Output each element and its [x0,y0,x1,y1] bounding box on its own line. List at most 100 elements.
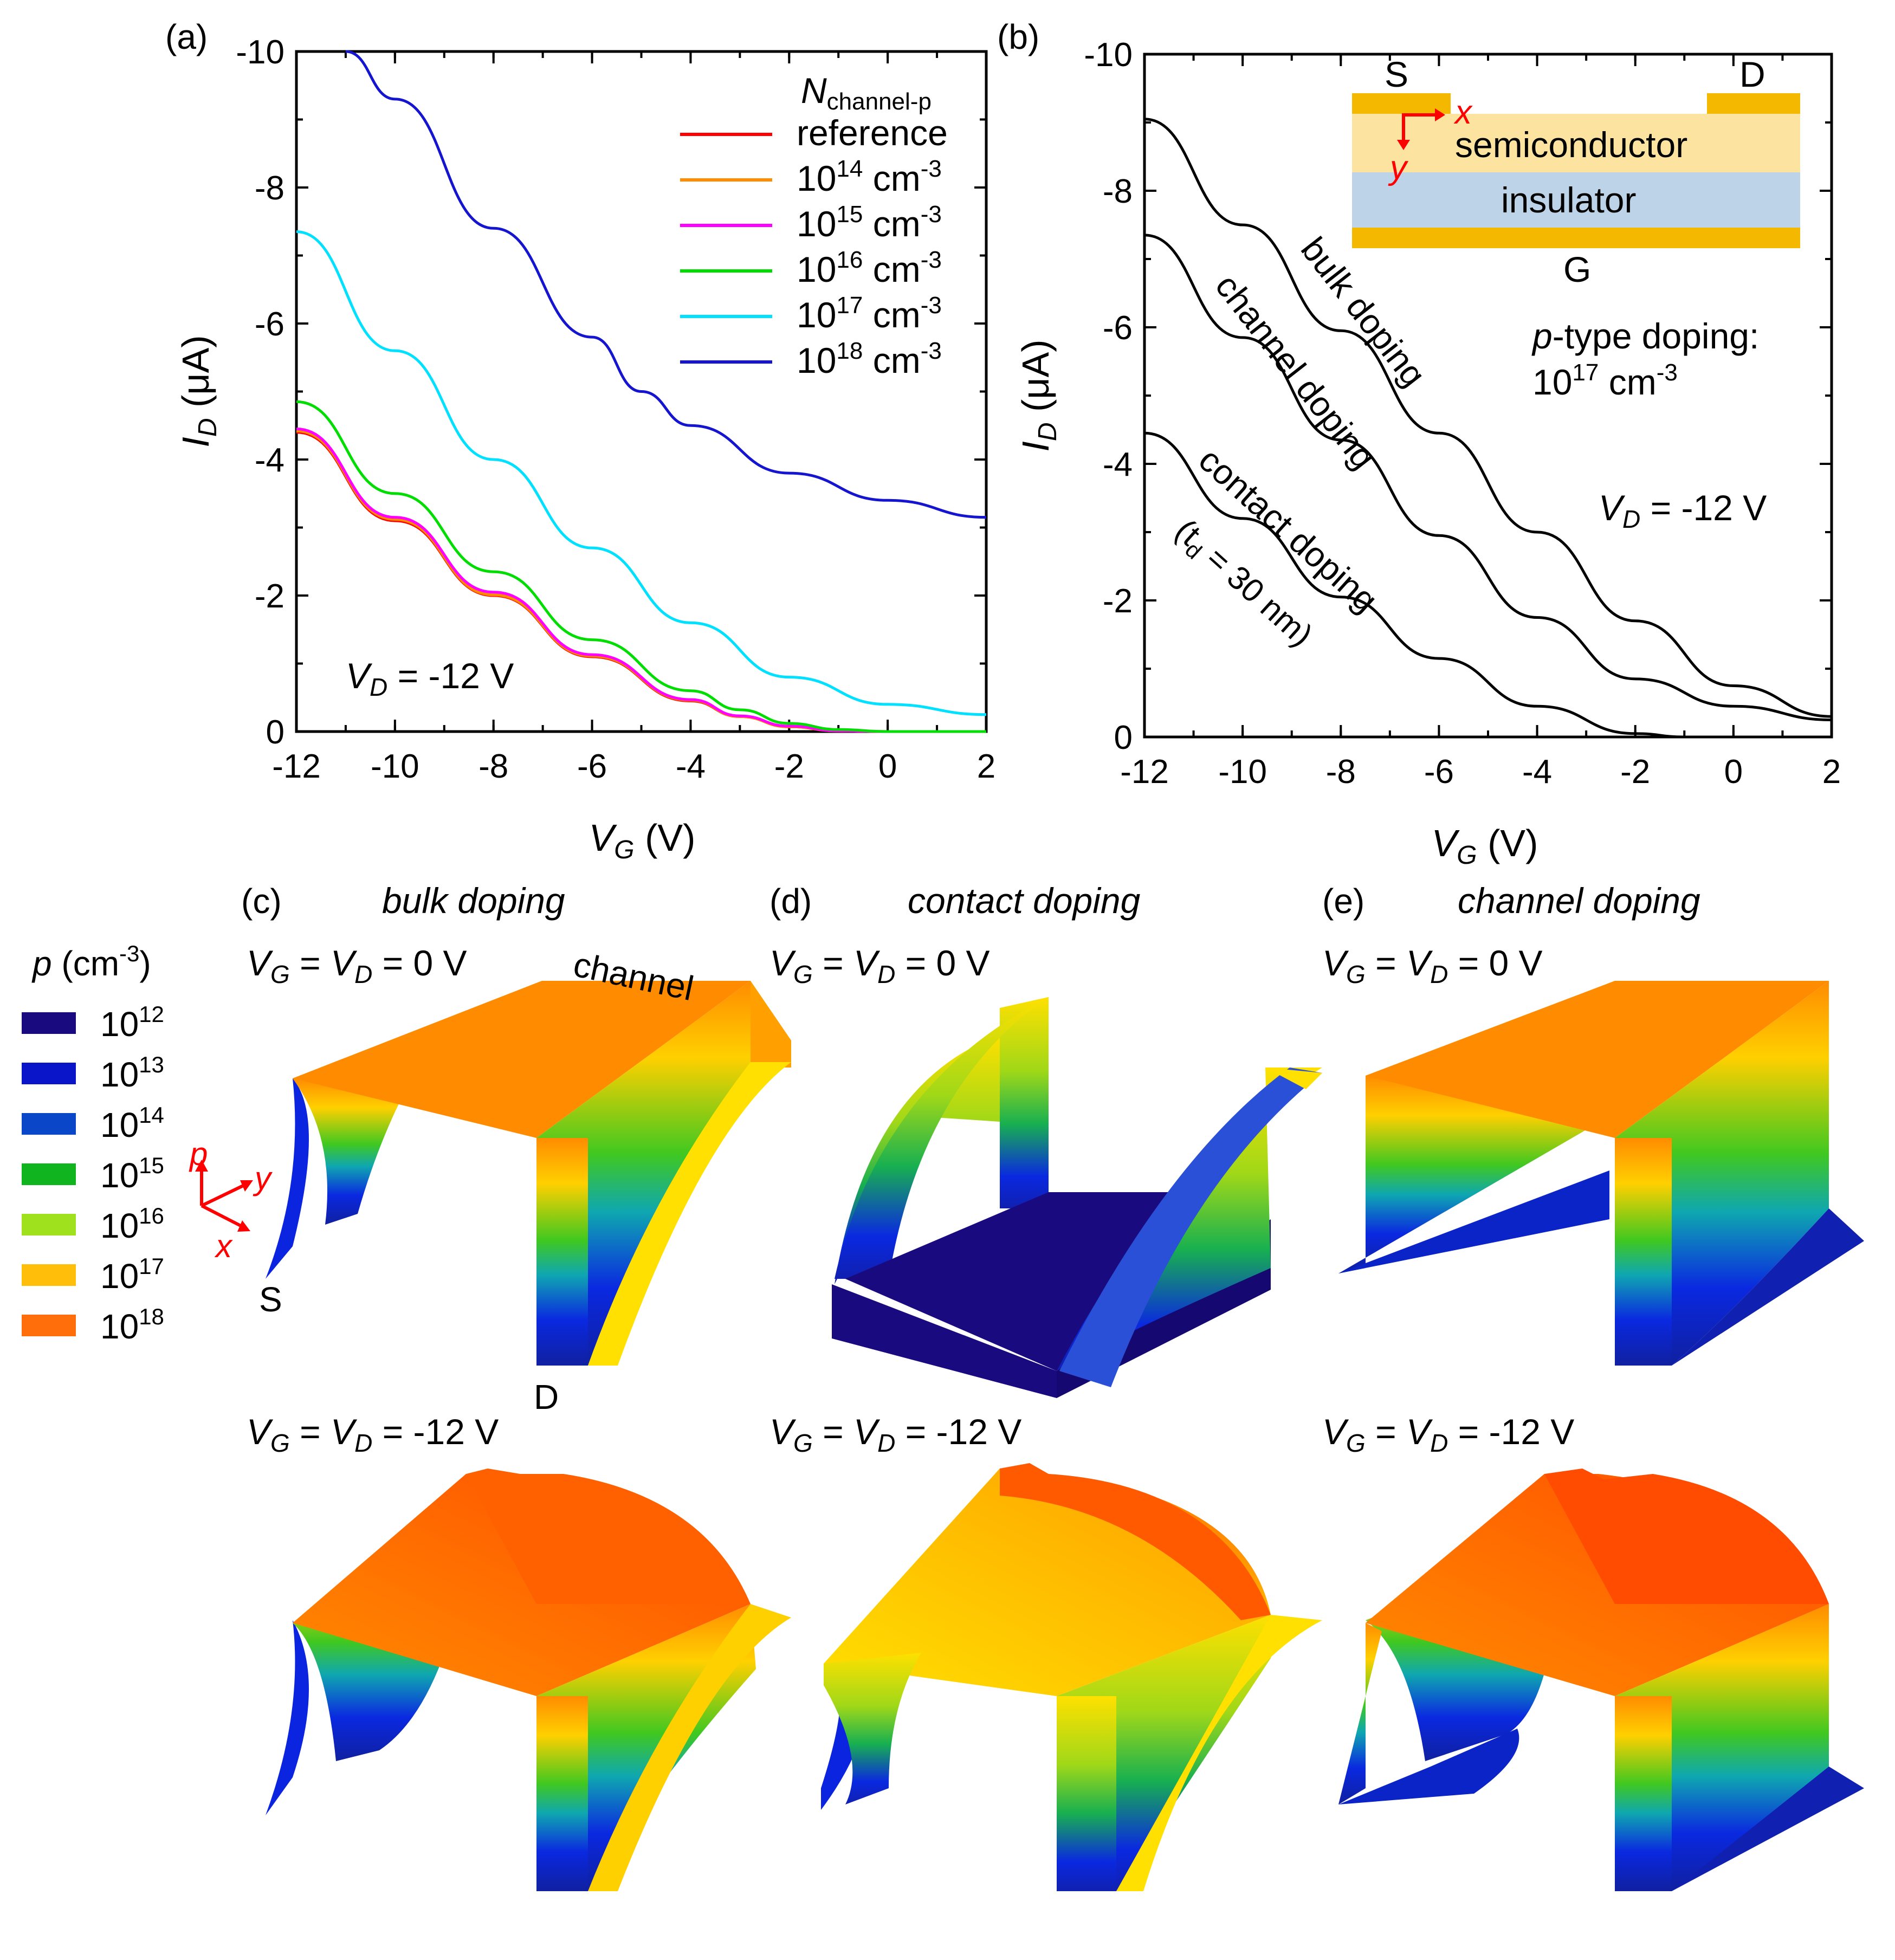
panel-b-series [1144,118,1832,739]
surface-d-top [832,997,1322,1398]
colorbar-label-5: 1017 [100,1253,164,1296]
surface-d-bottom [821,1463,1322,1891]
colorbar-swatch-0 [22,1012,76,1034]
panel-a-xlabel: VG (V) [589,817,696,864]
panel-d-label: (d) [769,882,812,921]
series-line-5 [345,50,987,519]
x-tick-label: -10 [1218,753,1267,791]
inset-drain-label: D [1739,54,1765,94]
colorbar-swatch-5 [22,1264,76,1286]
panel-c-title: bulk doping [382,881,565,921]
colorbar-label-4: 1016 [100,1203,164,1245]
condition-labels: VG = VD = 0 V VG = VD = 0 V VG = VD = 0 … [247,943,1574,1457]
inset-gate-label: G [1563,249,1591,289]
xyz-axes-glyph: p y x [189,1136,273,1264]
x-tick-label: -10 [371,748,419,785]
source-label: S [259,1280,282,1319]
legend-label-1: 1014 cm-3 [797,156,942,198]
panel-b-vd-annotation: VD = -12 V [1599,488,1767,533]
cond-bottom-d: VG = VD = -12 V [769,1412,1021,1457]
cond-bottom-c: VG = VD = -12 V [247,1412,499,1457]
panel-b-ylabel: ID (μA) [1014,339,1062,451]
cond-top-e: VG = VD = 0 V [1322,943,1543,988]
panel-d-title: contact doping [908,881,1141,921]
colorbar-swatch-3 [22,1163,76,1185]
inset-x-label: x [1453,94,1473,131]
panel-a-chart: (a) -12 -10 -8 -6 -4 -2 0 2 0 -2 -4 -6 -8 -10 ID (μA)… [165,17,995,864]
x-tick-label: -4 [1522,753,1552,791]
x-tick-label: 2 [977,748,995,785]
x-tick-label: -8 [478,748,508,785]
x-tick-label: -2 [774,748,804,785]
inset-source-label: S [1385,54,1408,94]
x-tick-label: 0 [878,748,897,785]
y-tick-label: -8 [255,170,284,207]
panel-a-legend-title: Nchannel-p [801,70,932,115]
panel-b-ticks: -12 -10 -8 -6 -4 -2 0 2 0 -2 -4 -6 -8 -10 [1084,36,1841,791]
x-tick-label: -8 [1326,753,1356,791]
surface-e-top [1338,981,1864,1366]
y-tick-label: -6 [255,306,284,343]
colorbar-title: p (cm-3) [31,941,151,983]
y-tick-label: -10 [236,34,284,71]
semiconductor-layer [1352,114,1800,172]
legend-label-5: 1018 cm-3 [797,338,942,380]
inset-y-label: y [1388,149,1409,186]
surface-c-bottom [266,1469,791,1891]
colorbar-entries: 1012 1013 1014 1015 1016 1017 1018 [22,1001,164,1346]
panel-c-label: (c) [241,882,282,921]
x-tick-label: 2 [1822,753,1841,791]
panel-b-chart: (b) -12 -10 -8 -6 -4 -2 0 2 0 -2 -4 -6 -8 -10 ID (μA)… [997,17,1841,870]
colorbar-swatch-4 [22,1214,76,1235]
inset-semiconductor-label: semiconductor [1455,125,1687,165]
colorbar-swatch-2 [22,1113,76,1135]
x-tick-label: 0 [1724,753,1743,791]
series-line-1 [1144,234,1832,721]
panel-b-xlabel: VG (V) [1432,822,1538,870]
colorbar-swatch-1 [22,1063,76,1084]
legend-label-4: 1017 cm-3 [797,292,942,335]
series-line-2 [1144,431,1832,739]
panel-a-ticks: -12 -10 -8 -6 -4 -2 0 2 0 -2 -4 -6 -8 -10 [236,34,995,785]
drain-contact [1707,93,1800,114]
x-tick-label: -6 [1424,753,1454,791]
glyph-p-label: p [189,1136,208,1172]
legend-label-3: 1016 cm-3 [797,247,942,289]
y-tick-label: -2 [255,578,284,615]
x-tick-label: -6 [577,748,607,785]
surface-c-top [266,981,791,1366]
panel-b-doping-note-line2: 1017 cm-3 [1532,359,1678,402]
y-tick-label: -6 [1103,309,1133,347]
series-line-0 [1144,118,1832,718]
x-tick-label: -12 [272,748,321,785]
series-line-4 [296,230,987,716]
glyph-y-label: y [253,1160,273,1196]
glyph-x-label: x [214,1228,233,1264]
panel-b-label: (b) [997,17,1039,56]
y-tick-label: -4 [1103,446,1133,483]
gate-contact [1352,228,1800,248]
colorbar-label-6: 1018 [100,1304,164,1346]
legend-label-0: reference [797,113,948,153]
cond-top-c: VG = VD = 0 V [247,943,467,988]
colorbar-label-0: 1012 [100,1001,164,1044]
colorbar: p (cm-3) 1012 1013 1014 1015 1016 1017 1018 [22,941,164,1346]
x-tick-label: -2 [1620,753,1650,791]
inset-x-arrowhead [1435,108,1445,121]
legend-label-2: 1015 cm-3 [797,201,942,244]
device-schematic-inset: S D G semiconductor insulator x y [1352,54,1800,289]
y-tick-label: -10 [1084,36,1133,74]
panel-b-doping-note-line1: p-type doping: [1531,316,1759,356]
inset-y-arrowhead [1397,140,1410,150]
source-contact [1352,93,1451,114]
colorbar-swatch-6 [22,1315,76,1336]
panel-a-ylabel: ID (μA) [174,335,222,447]
series-line-3 [296,400,986,733]
panel-a-vd-annotation: VD = -12 V [346,656,514,701]
y-tick-label: -8 [1103,173,1133,210]
surface-e-bottom [1338,1469,1864,1891]
cond-top-d: VG = VD = 0 V [769,943,990,988]
drain-label: D [534,1377,559,1416]
insulator-layer [1352,172,1800,228]
panel-a-series [296,50,987,733]
